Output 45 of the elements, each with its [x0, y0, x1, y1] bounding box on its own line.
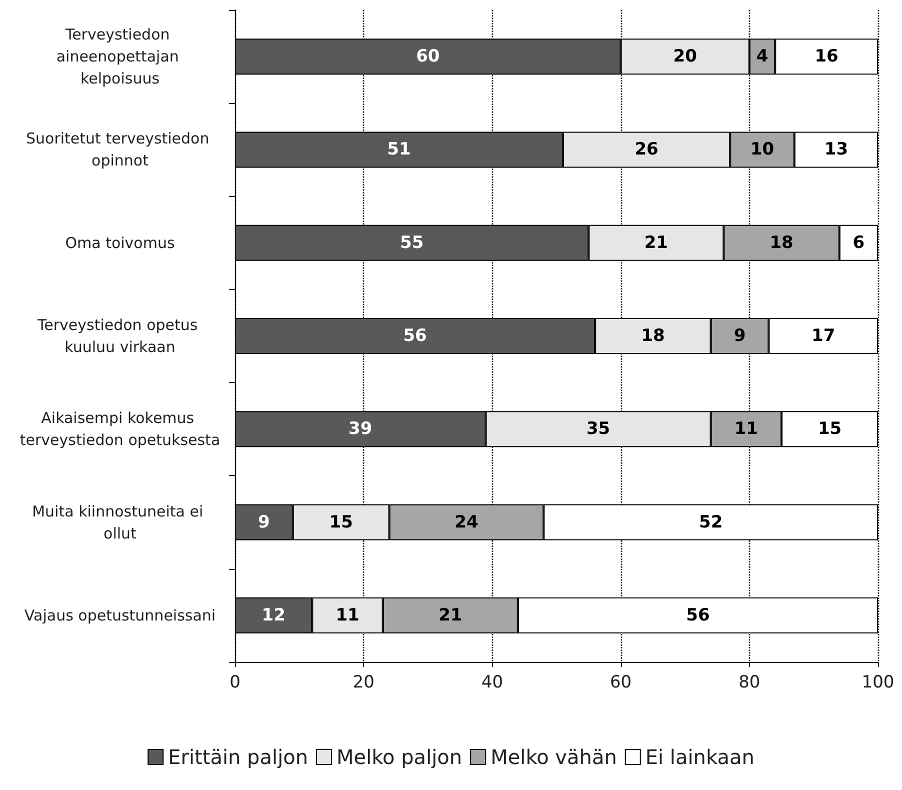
x-tick-label: 80 — [738, 672, 760, 692]
data-label: 35 — [586, 419, 610, 440]
data-label: 55 — [400, 232, 424, 253]
y-tick-label: Terveystiedon aineenopettajan kelpoisuus — [56, 26, 184, 88]
data-label: 12 — [262, 605, 286, 626]
legend-label: Erittäin paljon — [168, 745, 308, 769]
data-label: 56 — [403, 326, 427, 346]
legend-label: Melko vähän — [490, 745, 617, 769]
data-label: 18 — [770, 232, 794, 253]
data-label: 15 — [329, 512, 353, 532]
data-label: 18 — [641, 326, 665, 346]
data-label: 17 — [812, 326, 836, 346]
y-tick-label: Suoritetut terveystiedon opinnot — [26, 130, 214, 170]
data-label: 52 — [698, 512, 723, 532]
data-label: 24 — [454, 512, 478, 532]
y-tick-label: Vajaus opetustunneissani — [24, 606, 216, 624]
y-tick-label: Muita kiinnostuneita ei ollut — [32, 502, 208, 542]
data-label: 9 — [258, 512, 270, 532]
data-label: 39 — [348, 419, 372, 440]
data-label: 11 — [336, 605, 360, 626]
data-label: 20 — [673, 46, 698, 67]
data-label: 15 — [818, 419, 842, 440]
y-tick-label: Terveystiedon opetus kuuluu virkaan — [36, 316, 202, 356]
y-tick-label: Aikaisempi kokemus terveystiedon opetuksesta — [20, 409, 220, 450]
data-label: 10 — [750, 140, 774, 160]
data-label: 11 — [734, 419, 758, 440]
x-tick-label: 40 — [481, 672, 504, 692]
data-label: 6 — [852, 232, 865, 253]
legend-label: Ei lainkaan — [645, 745, 754, 769]
data-label: 16 — [814, 46, 838, 67]
y-tick-label: Oma toivomus — [65, 234, 175, 252]
x-tick-label: 0 — [230, 672, 240, 692]
x-tick-label: 20 — [352, 672, 374, 692]
data-label: 21 — [438, 605, 462, 626]
data-label: 26 — [634, 140, 658, 160]
legend-label: Melko paljon — [336, 745, 462, 769]
data-label: 56 — [686, 605, 710, 626]
x-tick-label: 60 — [610, 672, 632, 692]
data-label: 4 — [756, 46, 768, 67]
data-label: 21 — [644, 232, 668, 253]
data-label: 60 — [416, 46, 440, 67]
data-label: 13 — [824, 140, 848, 160]
data-label: 51 — [387, 140, 411, 160]
data-label: 9 — [734, 326, 746, 346]
x-tick-label: 100 — [862, 672, 894, 692]
